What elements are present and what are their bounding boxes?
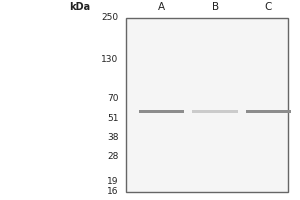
Text: 16: 16 [107, 188, 118, 196]
Text: 250: 250 [101, 14, 118, 22]
Text: kDa: kDa [69, 2, 90, 12]
Text: 70: 70 [107, 94, 118, 103]
Text: C: C [265, 2, 272, 12]
Bar [246, 110, 291, 113]
Bar [139, 110, 184, 113]
Text: B: B [212, 2, 219, 12]
Text: 51: 51 [107, 114, 118, 123]
Text: 38: 38 [107, 133, 118, 142]
Bar [126, 18, 288, 192]
Text: 28: 28 [107, 152, 118, 161]
Bar [192, 110, 238, 113]
Text: 130: 130 [101, 55, 118, 64]
Text: A: A [158, 2, 165, 12]
Text: 19: 19 [107, 177, 118, 186]
